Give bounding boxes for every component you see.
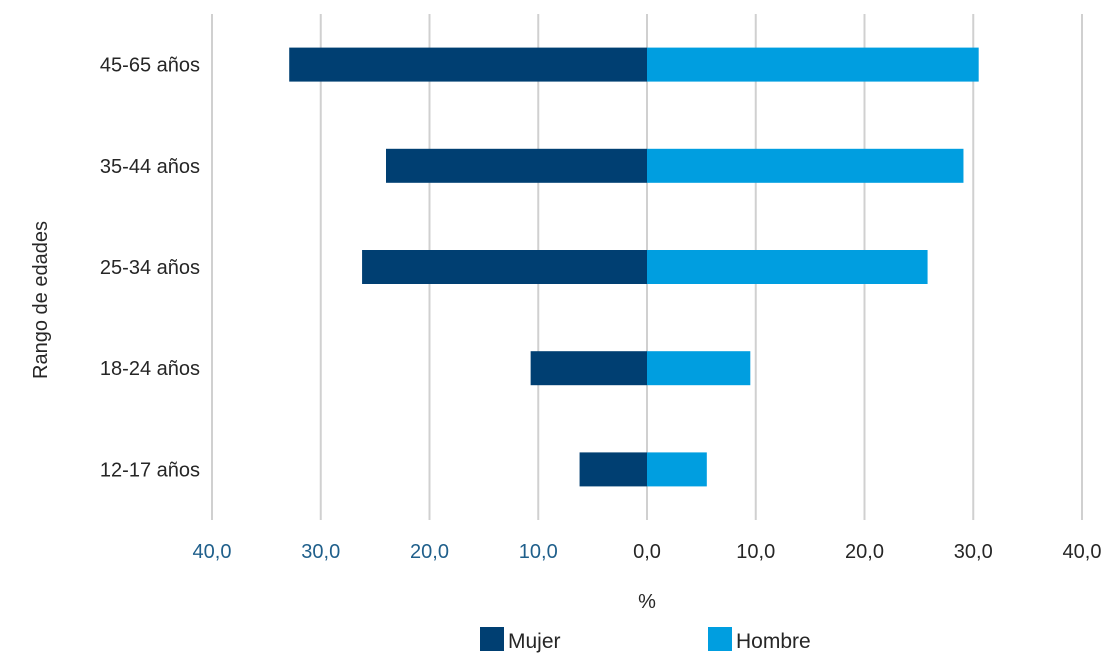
bar-hombre (647, 250, 928, 284)
bar-mujer (362, 250, 647, 284)
legend-swatch-mujer (480, 627, 504, 651)
bar-hombre (647, 351, 751, 386)
x-tick-label: 10,0 (736, 541, 775, 563)
bar-hombre (647, 148, 964, 183)
x-tick-label: 30,0 (954, 541, 993, 563)
legend-label-hombre: Hombre (736, 630, 811, 653)
x-tick-labels: 40,0 30,0 20,0 10,0 0,0 10,0 20,0 30,0 40,0 (193, 541, 1102, 563)
x-tick-label: 30,0 (301, 541, 340, 563)
bar-mujer (386, 148, 647, 183)
bars (289, 47, 979, 487)
bar-mujer (530, 351, 647, 386)
bar-mujer (289, 47, 647, 82)
y-tick-label: 25-34 años (100, 257, 200, 279)
y-tick-label: 12-17 años (100, 459, 200, 481)
y-tick-labels: 45-65 años 35-44 años 25-34 años 18-24 años… (100, 55, 200, 482)
x-axis-title: % (638, 591, 656, 613)
y-tick-label: 45-65 años (100, 55, 200, 77)
bar-hombre (647, 47, 979, 82)
x-tick-label: 40,0 (193, 541, 232, 563)
y-axis-title: Rango de edades (30, 221, 52, 379)
legend: Mujer Hombre (480, 627, 811, 653)
y-tick-label: 35-44 años (100, 156, 200, 178)
x-tick-label: 20,0 (845, 541, 884, 563)
bar-mujer (579, 452, 647, 487)
y-tick-label: 18-24 años (100, 358, 200, 380)
legend-label-mujer: Mujer (508, 630, 561, 653)
bar-hombre (647, 452, 707, 487)
x-tick-label: 10,0 (519, 541, 558, 563)
x-tick-label: 40,0 (1063, 541, 1102, 563)
x-tick-label: 20,0 (410, 541, 449, 563)
legend-swatch-hombre (708, 627, 732, 651)
x-tick-label: 0,0 (633, 541, 661, 563)
